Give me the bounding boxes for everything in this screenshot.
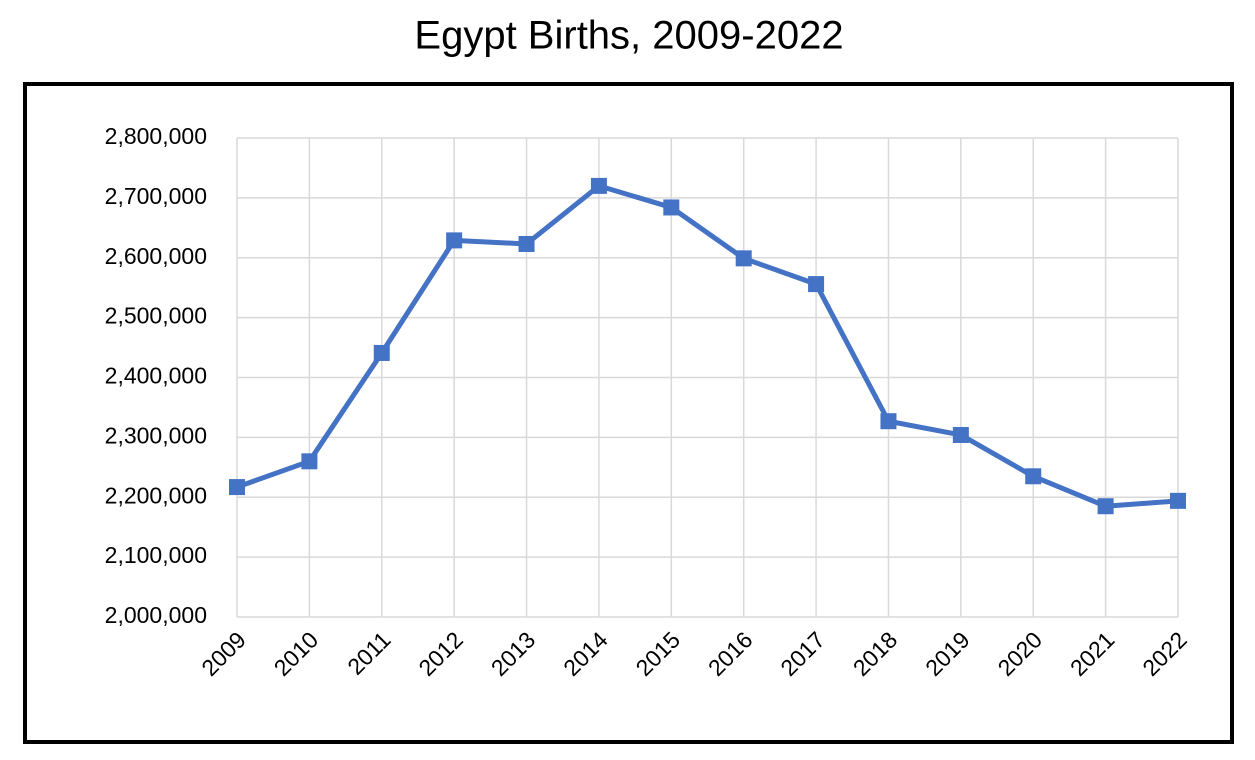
data-point [1170, 492, 1186, 509]
y-tick-label: 2,300,000 [105, 422, 207, 448]
y-tick-label: 2,400,000 [105, 363, 207, 389]
data-point [373, 344, 390, 361]
data-point [663, 199, 680, 216]
y-tick-label: 2,200,000 [105, 482, 207, 508]
data-point [590, 177, 607, 194]
data-point [1025, 468, 1042, 485]
data-point [518, 235, 535, 252]
data-point [1097, 498, 1114, 515]
data-point [808, 276, 825, 293]
data-point [735, 250, 752, 267]
series-line [236, 183, 1179, 509]
y-tick-label: 2,800,000 [105, 123, 207, 149]
data-point [301, 453, 318, 470]
chart-border [23, 82, 1234, 744]
data-point [880, 413, 897, 430]
data-point [446, 232, 463, 249]
y-tick-label: 2,100,000 [105, 542, 207, 568]
chart-title: Egypt Births, 2009-2022 [414, 14, 843, 58]
y-tick-label: 2,600,000 [105, 243, 207, 269]
y-tick-label: 2,700,000 [105, 183, 207, 209]
y-tick-label: 2,000,000 [105, 602, 207, 628]
data-point [952, 426, 969, 443]
y-tick-label: 2,500,000 [105, 303, 207, 329]
data-point [229, 479, 245, 496]
